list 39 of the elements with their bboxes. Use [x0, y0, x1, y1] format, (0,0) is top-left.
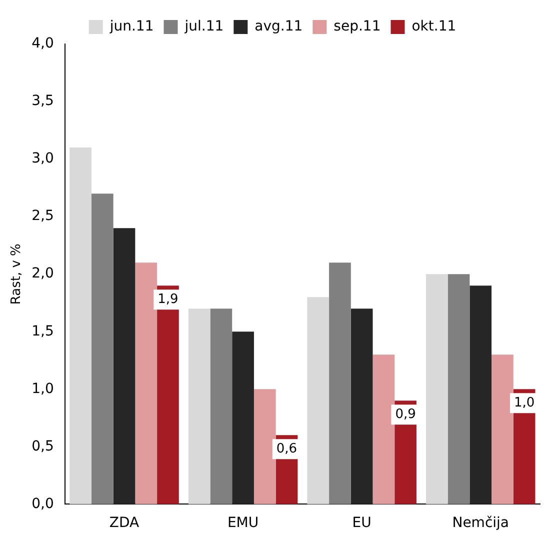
bar [254, 389, 276, 504]
bar [135, 262, 158, 504]
bar [372, 354, 395, 504]
y-tick-label: 3,0 [32, 150, 54, 167]
y-tick-label: 3,5 [32, 93, 54, 110]
y-tick-label: 1,5 [32, 323, 54, 340]
bar [113, 228, 136, 504]
x-tick-label: Nemčija [452, 515, 509, 532]
data-label: 1,9 [158, 292, 178, 307]
x-tick-label: ZDA [109, 515, 140, 532]
y-axis-title: Rast, v % [9, 244, 24, 305]
data-label: 0,6 [276, 442, 298, 457]
data-label: 1,0 [514, 396, 535, 411]
bar [492, 354, 514, 504]
y-tick-label: 2,0 [32, 266, 54, 282]
x-tick-label: EMU [227, 515, 259, 532]
bar [350, 308, 373, 504]
data-label: 0,9 [395, 407, 416, 422]
bar [91, 194, 114, 504]
bar [210, 308, 232, 504]
bar [232, 332, 254, 504]
y-tick-label: 2,5 [32, 208, 54, 224]
legend-label: jul.11 [184, 18, 224, 35]
y-tick-label: 0,5 [32, 438, 54, 454]
bar [188, 308, 210, 504]
bar [448, 274, 470, 504]
legend-label: avg.11 [254, 18, 303, 35]
y-tick-label: 0,0 [32, 496, 54, 512]
bar [426, 274, 448, 504]
legend-label: okt.11 [412, 18, 456, 35]
legend-label: sep.11 [334, 18, 381, 35]
bar [470, 286, 492, 504]
y-tick-label: 1,0 [32, 380, 54, 397]
x-tick-label: EU [352, 515, 372, 532]
bar [307, 297, 330, 504]
bar [329, 262, 351, 504]
bar [70, 148, 92, 504]
y-tick-label: 4,0 [32, 36, 54, 52]
legend-label: jun.11 [108, 18, 154, 35]
